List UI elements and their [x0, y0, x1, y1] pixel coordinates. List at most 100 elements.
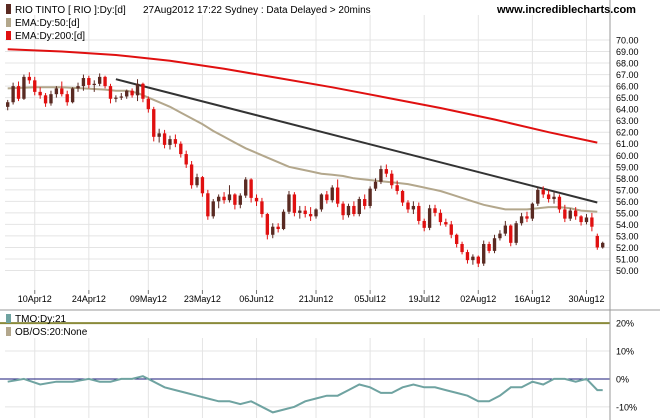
candle-body: [211, 201, 215, 217]
candle: [49, 90, 53, 106]
candle-body: [244, 179, 248, 196]
candle: [590, 212, 594, 232]
candle-body: [292, 194, 297, 213]
candle: [487, 241, 491, 254]
tmo-tick-label: 0%: [616, 374, 629, 384]
candle-body: [487, 243, 491, 251]
candle: [530, 202, 535, 221]
candle: [460, 241, 464, 255]
candle-body: [227, 194, 232, 201]
candle: [411, 201, 416, 215]
candle-body: [103, 76, 107, 87]
candle: [238, 193, 242, 209]
candle: [427, 204, 432, 231]
candle-body: [33, 80, 37, 92]
candle: [222, 192, 226, 204]
candle: [108, 83, 113, 104]
candle-body: [249, 179, 253, 198]
candle-body: [38, 91, 42, 96]
candle: [87, 75, 91, 89]
candle-body: [60, 88, 64, 95]
price-tick-label: 51.00: [616, 254, 639, 264]
candle: [27, 72, 32, 84]
candle: [216, 194, 221, 209]
candle: [525, 211, 529, 223]
candle: [601, 241, 605, 249]
candle: [417, 202, 421, 225]
candle: [114, 95, 118, 103]
candle-body: [308, 214, 313, 217]
candle-body: [579, 216, 583, 223]
candle-body: [152, 109, 156, 137]
ema50-legend-label: EMA:Dy:50:[d]: [15, 18, 80, 29]
candle-body: [70, 88, 75, 103]
candle-body: [444, 222, 448, 225]
candle-body: [449, 224, 453, 235]
candle: [146, 96, 151, 113]
candle-body: [546, 194, 551, 200]
candle: [341, 201, 345, 220]
obos-legend-swatch: [6, 327, 11, 336]
price-tick-label: 65.00: [616, 93, 639, 103]
site-link[interactable]: www.incrediblecharts.com: [496, 4, 636, 16]
candle-body: [27, 76, 32, 81]
date-tick-label: 06Jun12: [239, 294, 274, 304]
candle-body: [595, 235, 599, 248]
candle-body: [368, 188, 372, 206]
candle: [368, 186, 372, 209]
candle-body: [492, 238, 497, 251]
candle: [406, 200, 410, 213]
candle-body: [584, 217, 589, 223]
price-tick-label: 59.00: [616, 162, 639, 172]
candle: [541, 186, 545, 198]
candle: [433, 204, 437, 217]
candle: [379, 165, 383, 185]
date-tick-label: 23May12: [184, 294, 221, 304]
candle: [422, 218, 426, 232]
candle-body: [287, 194, 291, 212]
candle-body: [76, 86, 80, 89]
candle: [373, 178, 378, 191]
candle-body: [476, 256, 480, 264]
candle-body: [43, 95, 48, 104]
candle: [287, 190, 291, 215]
candle: [92, 80, 96, 92]
candle: [357, 196, 361, 217]
price-tick-label: 64.00: [616, 105, 639, 115]
candle-body: [11, 86, 15, 103]
candle-body: [238, 195, 242, 205]
candle: [179, 141, 183, 158]
candle-body: [108, 86, 113, 99]
tmo-y-axis: 20% 10% 0% -10%: [616, 319, 637, 413]
candle: [81, 74, 86, 91]
candle-body: [119, 96, 123, 98]
candle: [492, 234, 497, 254]
candle: [579, 215, 583, 226]
candle-body: [471, 256, 475, 261]
candle-body: [281, 211, 286, 230]
date-tick-label: 21Jun12: [299, 294, 334, 304]
candle-body: [552, 196, 556, 200]
candle: [54, 86, 59, 98]
candle: [514, 220, 518, 246]
candle-body: [92, 83, 96, 85]
candle-body: [341, 203, 345, 216]
candle: [189, 161, 194, 189]
candle: [97, 73, 102, 87]
candle: [157, 128, 161, 143]
candle-body: [417, 205, 421, 221]
date-tick-label: 30Aug12: [568, 294, 604, 304]
candle-body: [303, 210, 307, 215]
candle: [363, 194, 367, 210]
tmo-gridlines: [5, 338, 610, 418]
candle-body: [541, 189, 545, 195]
price-tick-label: 61.00: [616, 139, 639, 149]
candle: [546, 189, 551, 203]
candle-body: [465, 252, 470, 261]
candle: [552, 192, 556, 204]
candle-body: [254, 197, 259, 202]
candle: [330, 185, 334, 203]
candle: [292, 192, 297, 217]
